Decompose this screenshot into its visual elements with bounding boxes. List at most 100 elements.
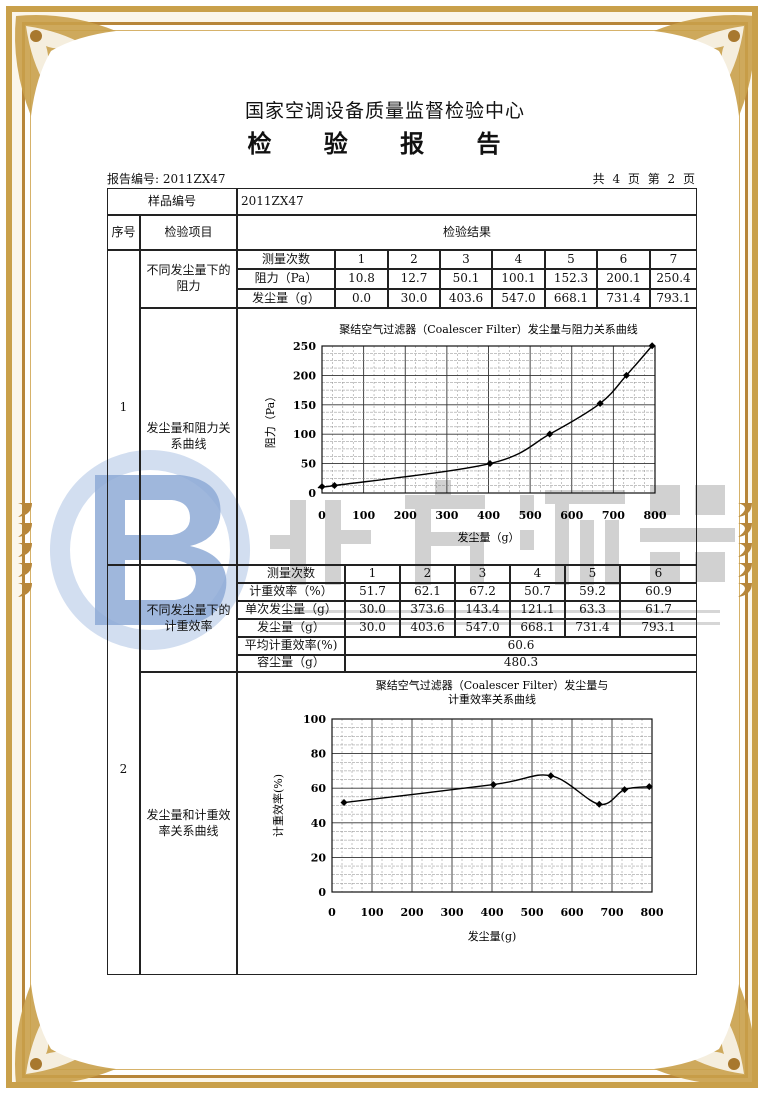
x-tick-label: 100 xyxy=(352,509,375,522)
item-efficiency: 不同发尘量下的计重效率 xyxy=(140,565,237,672)
table-cell: 4 xyxy=(510,565,565,583)
table-cell: 4 xyxy=(492,250,545,270)
table-cell: 0.0 xyxy=(335,288,388,308)
table-cell: 5 xyxy=(545,250,597,270)
organization-name: 国家空调设备质量监督检验中心 xyxy=(244,100,525,122)
seq-1: 1 xyxy=(107,250,140,565)
x-tick-label: 400 xyxy=(481,906,504,919)
table-cell: 373.6 xyxy=(400,601,455,619)
sample-no-value: 2011ZX47 xyxy=(237,188,697,215)
x-tick-label: 0 xyxy=(328,906,336,919)
data-point xyxy=(318,483,326,491)
table-cell: 30.0 xyxy=(345,619,400,637)
side-ornament xyxy=(18,503,32,597)
y-tick-label: 40 xyxy=(311,817,327,830)
y-tick-label: 250 xyxy=(293,340,316,353)
header-seq: 序号 xyxy=(107,215,140,250)
x-tick-label: 800 xyxy=(641,906,664,919)
data-point xyxy=(595,800,603,808)
y-axis-label: 阻力（Pa） xyxy=(264,391,277,448)
table-cell: 30.0 xyxy=(345,601,400,619)
table-cell: 3 xyxy=(455,565,510,583)
row-label: 计重效率（%） xyxy=(237,583,345,601)
header-item: 检验项目 xyxy=(140,215,237,250)
table-cell: 3 xyxy=(440,250,492,270)
x-tick-label: 500 xyxy=(521,906,544,919)
page-info: 共 4 页 第 2 页 xyxy=(592,172,697,186)
x-tick-label: 200 xyxy=(401,906,424,919)
dust-capacity-value: 480.3 xyxy=(345,654,697,672)
table-cell: 121.1 xyxy=(510,601,565,619)
table-cell: 152.3 xyxy=(545,269,597,289)
y-tick-label: 0 xyxy=(318,886,326,899)
sample-no-label: 样品编号 xyxy=(107,188,237,215)
x-tick-label: 500 xyxy=(519,509,542,522)
data-point xyxy=(486,460,494,468)
chart-title: 聚结空气过滤器（Coalescer Filter）发尘量与阻力关系曲线 xyxy=(339,322,638,336)
table-cell: 30.0 xyxy=(388,288,440,308)
x-tick-label: 200 xyxy=(394,509,417,522)
y-axis-label: 计重效率(%) xyxy=(271,774,285,837)
chart-title: 聚结空气过滤器（Coalescer Filter）发尘量与 xyxy=(376,678,609,692)
table-cell: 6 xyxy=(620,565,697,583)
x-tick-label: 300 xyxy=(441,906,464,919)
dust-capacity-label: 容尘量（g） xyxy=(237,654,345,672)
table-cell: 793.1 xyxy=(650,288,697,308)
y-tick-label: 200 xyxy=(293,369,316,382)
data-point xyxy=(546,430,554,438)
table-cell: 200.1 xyxy=(597,269,650,289)
x-tick-label: 0 xyxy=(318,509,326,522)
report-number: 报告编号: 2011ZX47 xyxy=(107,172,226,186)
item-resistance: 不同发尘量下的阻力 xyxy=(140,250,237,308)
table-cell: 668.1 xyxy=(510,619,565,637)
row-label: 发尘量（g） xyxy=(237,619,345,637)
table-cell: 5 xyxy=(565,565,620,583)
row-label: 测量次数 xyxy=(237,565,345,583)
header-result: 检验结果 xyxy=(237,215,697,250)
x-tick-label: 800 xyxy=(644,509,667,522)
data-point xyxy=(621,786,629,794)
corner-ornament xyxy=(15,984,116,1085)
data-point xyxy=(547,772,555,780)
plot-frame xyxy=(331,718,653,893)
resistance-chart: 聚结空气过滤器（Coalescer Filter）发尘量与阻力关系曲线 0 100 2… xyxy=(264,322,667,544)
y-tick-label: 0 xyxy=(308,487,316,500)
x-tick-label: 700 xyxy=(602,509,625,522)
table-cell: 51.7 xyxy=(345,583,400,601)
y-tick-label: 20 xyxy=(311,851,327,864)
frame-inner-line xyxy=(30,30,740,1070)
y-tick-label: 60 xyxy=(311,782,327,795)
chart-title-line2: 计重效率关系曲线 xyxy=(448,692,536,706)
table-cell: 2 xyxy=(388,250,440,270)
avg-efficiency-label: 平均计重效率(%) xyxy=(237,637,345,655)
row-label: 单次发尘量（g） xyxy=(237,601,345,619)
corner-ornament xyxy=(15,15,116,116)
table-cell: 1 xyxy=(335,250,388,270)
row-label: 阻力（Pa） xyxy=(237,269,335,289)
x-tick-label: 100 xyxy=(361,906,384,919)
table-cell: 100.1 xyxy=(492,269,545,289)
table-cell: 731.4 xyxy=(597,288,650,308)
data-point xyxy=(489,781,497,789)
table-cell: 403.6 xyxy=(440,288,492,308)
table-cell: 67.2 xyxy=(455,583,510,601)
y-tick-label: 50 xyxy=(301,458,317,471)
side-ornament xyxy=(738,503,752,597)
table-cell: 12.7 xyxy=(388,269,440,289)
seq-2: 2 xyxy=(107,565,140,975)
item-resistance-curve: 发尘量和阻力关系曲线 xyxy=(140,308,237,565)
table-cell: 62.1 xyxy=(400,583,455,601)
table-cell: 50.1 xyxy=(440,269,492,289)
x-tick-label: 600 xyxy=(561,906,584,919)
table-cell: 731.4 xyxy=(565,619,620,637)
x-axis-label: 发尘量（g） xyxy=(457,530,519,544)
series-line xyxy=(317,345,653,489)
data-point xyxy=(330,482,338,490)
x-axis-label: 发尘量(g) xyxy=(468,929,517,943)
x-tick-label: 400 xyxy=(477,509,500,522)
report-title: 检 验 报 告 xyxy=(247,130,523,158)
table-cell: 50.7 xyxy=(510,583,565,601)
chart1-cell xyxy=(237,308,697,565)
table-cell: 547.0 xyxy=(455,619,510,637)
